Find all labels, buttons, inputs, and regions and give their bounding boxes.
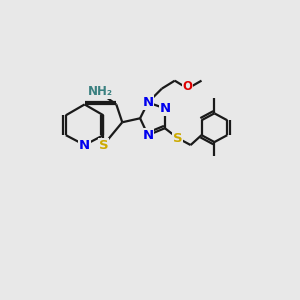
Text: S: S: [99, 139, 108, 152]
Text: O: O: [183, 80, 193, 93]
Text: N: N: [79, 139, 90, 152]
Text: N: N: [142, 129, 154, 142]
Text: N: N: [159, 102, 170, 115]
Text: N: N: [142, 96, 154, 109]
Text: NH₂: NH₂: [88, 85, 113, 98]
Text: S: S: [173, 132, 183, 145]
